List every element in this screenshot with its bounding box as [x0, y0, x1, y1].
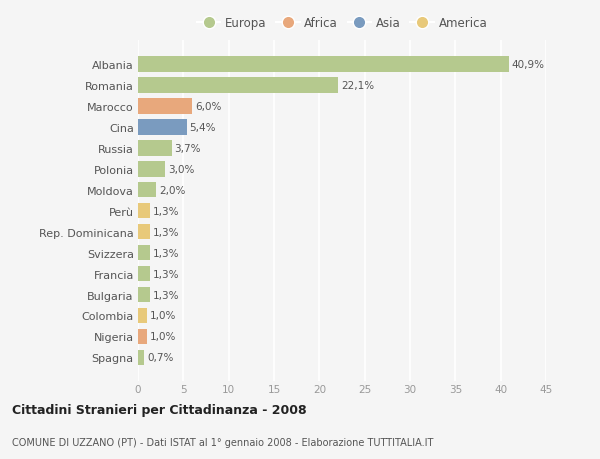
Bar — [138, 140, 172, 156]
Bar — [138, 182, 156, 198]
Bar — [138, 57, 509, 73]
Text: 5,4%: 5,4% — [190, 123, 216, 132]
Bar — [138, 245, 150, 261]
Text: 1,3%: 1,3% — [152, 227, 179, 237]
Text: COMUNE DI UZZANO (PT) - Dati ISTAT al 1° gennaio 2008 - Elaborazione TUTTITALIA.: COMUNE DI UZZANO (PT) - Dati ISTAT al 1°… — [12, 437, 433, 447]
Text: 1,0%: 1,0% — [150, 311, 176, 321]
Bar — [138, 224, 150, 240]
Bar — [138, 78, 338, 93]
Text: 0,7%: 0,7% — [147, 353, 173, 363]
Text: 22,1%: 22,1% — [341, 80, 374, 90]
Text: 3,7%: 3,7% — [174, 143, 201, 153]
Bar — [138, 203, 150, 219]
Bar — [138, 119, 187, 135]
Text: 3,0%: 3,0% — [168, 164, 194, 174]
Bar — [138, 350, 145, 365]
Text: 40,9%: 40,9% — [512, 60, 545, 70]
Bar — [138, 99, 193, 114]
Legend: Europa, Africa, Asia, America: Europa, Africa, Asia, America — [193, 13, 491, 33]
Text: 6,0%: 6,0% — [195, 101, 221, 112]
Bar — [138, 266, 150, 282]
Bar — [138, 162, 165, 177]
Text: 1,3%: 1,3% — [152, 248, 179, 258]
Text: 1,3%: 1,3% — [152, 206, 179, 216]
Bar — [138, 329, 147, 345]
Bar — [138, 308, 147, 324]
Text: 1,3%: 1,3% — [152, 269, 179, 279]
Text: 1,3%: 1,3% — [152, 290, 179, 300]
Bar — [138, 287, 150, 303]
Text: 1,0%: 1,0% — [150, 332, 176, 342]
Text: Cittadini Stranieri per Cittadinanza - 2008: Cittadini Stranieri per Cittadinanza - 2… — [12, 403, 307, 416]
Text: 2,0%: 2,0% — [159, 185, 185, 195]
